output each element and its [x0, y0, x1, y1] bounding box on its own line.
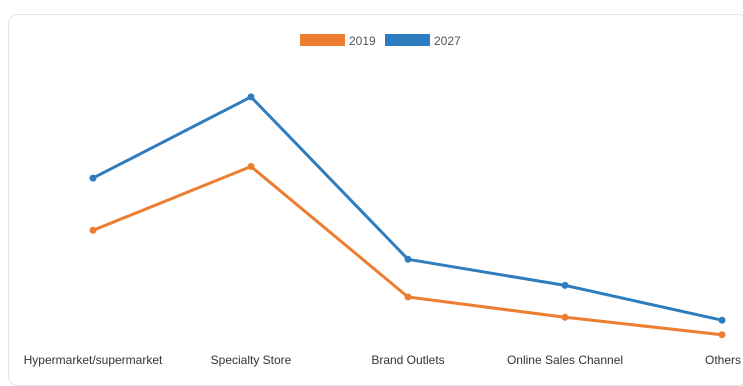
series-line-2019 [93, 167, 722, 335]
x-tick-label: Hypermarket/supermarket [24, 353, 163, 367]
data-point-2019-4[interactable] [719, 331, 726, 338]
data-point-2027-3[interactable] [562, 282, 569, 289]
x-tick-label: Others [705, 353, 741, 367]
x-axis-labels: Hypermarket/supermarket Specialty Store Br… [24, 353, 741, 367]
data-point-2019-0[interactable] [90, 227, 97, 234]
legend-swatch-2027[interactable] [385, 34, 430, 46]
data-point-2027-0[interactable] [90, 175, 97, 182]
legend-label-2027: 2027 [434, 34, 461, 48]
data-point-2027-4[interactable] [719, 317, 726, 324]
x-tick-label: Brand Outlets [371, 353, 444, 367]
data-point-2019-2[interactable] [405, 294, 412, 301]
x-tick-label: Specialty Store [211, 353, 292, 367]
x-tick-label: Online Sales Channel [507, 353, 623, 367]
data-point-2027-2[interactable] [405, 256, 412, 263]
data-point-2019-3[interactable] [562, 314, 569, 321]
series-line-2027 [93, 97, 722, 320]
legend-swatch-2019[interactable] [300, 34, 345, 46]
legend: 2019 2027 [300, 34, 461, 48]
legend-label-2019: 2019 [349, 34, 376, 48]
data-point-2027-1[interactable] [248, 93, 255, 100]
data-point-2019-1[interactable] [248, 163, 255, 170]
